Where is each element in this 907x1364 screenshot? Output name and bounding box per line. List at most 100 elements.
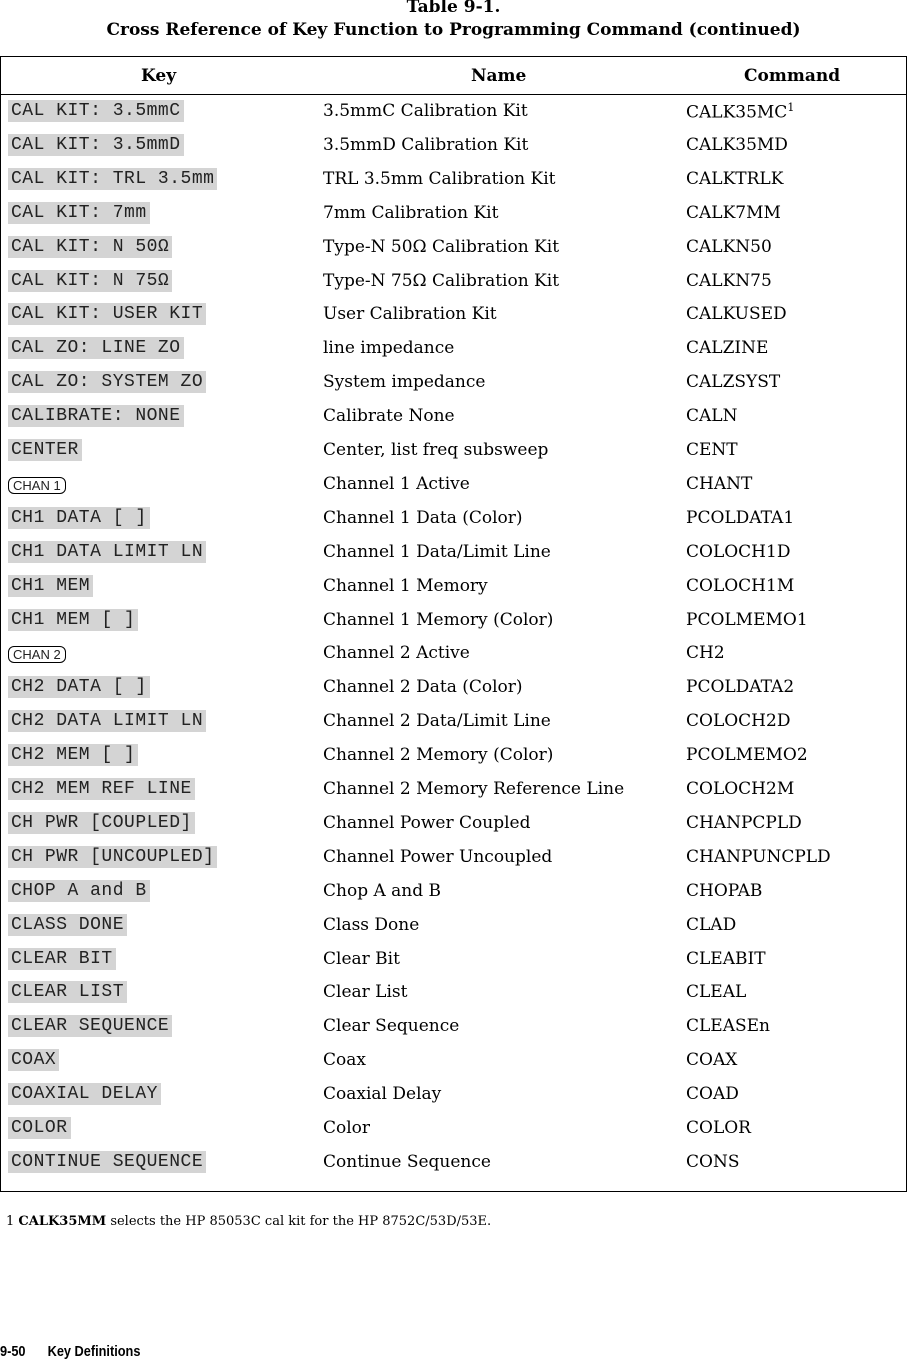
softkey: COLOR	[8, 1117, 71, 1139]
command-cell: CALK7MM	[686, 203, 781, 223]
function-name: Calibrate None	[323, 406, 455, 427]
command-cell: CALKN75	[686, 271, 772, 291]
command: CHANPCPLD	[686, 812, 802, 833]
softkey: CAL KIT: USER KIT	[8, 303, 207, 326]
command-cell: CALKN50	[686, 237, 772, 257]
command: COAX	[686, 1050, 738, 1071]
command-cell: CALN	[686, 406, 737, 426]
function-name: Coaxial Delay	[323, 1084, 442, 1105]
function-name: Channel 1 Data (Color)	[323, 507, 523, 528]
page-number: 9-50	[0, 1343, 26, 1360]
table-row: CH1 DATA LIMIT LN Channel 1 Data/Limit Li…	[1, 539, 906, 573]
command-cell: COLOCH2D	[686, 711, 790, 731]
function-name: 7mm Calibration Kit	[323, 202, 499, 223]
command: CALK35MD	[686, 134, 788, 155]
footnote-ref: 1	[787, 101, 795, 114]
command-cell: CENT	[686, 440, 738, 460]
command: COLOCH2M	[686, 779, 795, 799]
table-row: CALIBRATE: NONE Calibrate None CALN	[1, 403, 906, 437]
command: CALZINE	[686, 338, 769, 359]
softkey: CAL ZO: SYSTEM ZO	[8, 371, 207, 394]
command: CENT	[686, 440, 738, 460]
command-cell: CALKTRLK	[686, 169, 783, 189]
table-row: COAXIAL DELAY Coaxial Delay COAD	[1, 1081, 906, 1115]
function-name: Channel 2 Data/Limit Line	[323, 711, 551, 732]
softkey: CLEAR LIST	[8, 981, 128, 1004]
table-row: CH2 DATA LIMIT LN Channel 2 Data/Limit Li…	[1, 708, 906, 742]
function-name: Channel 2 Data (Color)	[323, 677, 523, 698]
command-cell: COLOCH1D	[686, 542, 790, 562]
table-row: CH2 MEM REF LINE Channel 2 Memory Referen…	[1, 776, 906, 810]
command: PCOLMEMO2	[686, 745, 808, 766]
function-name: 3.5mmD Calibration Kit	[323, 134, 529, 155]
function-name: Color	[323, 1118, 371, 1138]
command: CALKN50	[686, 236, 772, 257]
command-cell: CHANT	[686, 474, 752, 494]
function-name: Coax	[323, 1050, 366, 1071]
function-name: Channel 2 Memory (Color)	[323, 745, 554, 766]
command: PCOLDATA2	[686, 677, 795, 698]
command: CLEAL	[686, 982, 747, 1003]
softkey: CH1 DATA [ ]	[8, 506, 150, 529]
command: CHANT	[686, 473, 753, 494]
function-name: Clear List	[323, 982, 408, 1003]
table-row: CHOP A and B Chop A and B CHOPAB	[1, 878, 906, 912]
command: CONS	[686, 1151, 740, 1172]
table-row: CAL KIT: 7mm 7mm Calibration Kit CALK7MM	[1, 200, 906, 234]
table-row: CH PWR [COUPLED] Channel Power Coupled CHA…	[1, 810, 906, 844]
softkey: CAL KIT: N 50Ω	[8, 235, 173, 258]
command: PCOLDATA1	[686, 507, 795, 528]
softkey: CH2 MEM [ ]	[8, 744, 139, 767]
softkey: CAL KIT: N 75Ω	[8, 269, 173, 292]
table-row: CAL KIT: 3.5mmD 3.5mmD Calibration Kit CAL…	[1, 132, 906, 166]
table-row: CAL KIT: N 75Ω Type-N 75Ω Calibration Kit…	[1, 268, 906, 302]
softkey: CH1 MEM	[8, 574, 94, 597]
function-name: Continue Sequence	[323, 1151, 491, 1172]
command: CH2	[686, 643, 725, 664]
softkey: CAL KIT: 3.5mmD	[8, 133, 184, 156]
softkey: CAL KIT: TRL 3.5mm	[8, 167, 218, 190]
softkey: CALIBRATE: NONE	[8, 405, 184, 428]
command-cell: CALZSYST	[686, 372, 780, 392]
command: COLOCH1D	[686, 541, 791, 562]
command-cell: CLEABIT	[686, 949, 766, 969]
command-cell: CHOPAB	[686, 881, 762, 901]
softkey: CH1 DATA LIMIT LN	[8, 540, 207, 563]
function-name: line impedance	[323, 338, 455, 359]
hardkey: CHAN 1	[8, 476, 66, 494]
function-name: Channel 1 Data/Limit Line	[323, 541, 551, 562]
command-cell: CLEASEn	[686, 1016, 770, 1036]
softkey: CH2 DATA [ ]	[8, 676, 150, 699]
softkey: CLASS DONE	[8, 913, 128, 936]
table-row: CAL ZO: SYSTEM ZO System impedance CALZSYS…	[1, 369, 906, 403]
table-caption: Cross Reference of Key Function to Progr…	[106, 20, 801, 40]
function-name: User Calibration Kit	[323, 304, 497, 325]
table-row: CLEAR BIT Clear Bit CLEABIT	[1, 946, 906, 980]
table-row: CAL KIT: USER KIT User Calibration Kit CAL…	[1, 301, 906, 335]
softkey: COAXIAL DELAY	[8, 1083, 161, 1106]
command-cell: CH2	[686, 643, 725, 663]
table-row: CONTINUE SEQUENCE Continue Sequence CONS	[1, 1149, 906, 1183]
command: CALK7MM	[686, 202, 781, 223]
table-row: CHAN 2 Channel 2 Active CH2	[1, 640, 906, 674]
table-row: CAL KIT: 3.5mmC 3.5mmC Calibration Kit CAL…	[1, 98, 906, 132]
command: CLAD	[686, 914, 737, 935]
command-cell: CONS	[686, 1152, 739, 1172]
softkey: CAL KIT: 3.5mmC	[8, 100, 184, 122]
table-row: CH1 DATA [ ] Channel 1 Data (Color) PCOLDA…	[1, 505, 906, 539]
table-row: CH2 MEM [ ] Channel 2 Memory (Color) PCOLM…	[1, 742, 906, 776]
command-cell: CHANPUNCPLD	[686, 847, 831, 867]
command: COLOR	[686, 1118, 751, 1138]
command: CALK35MC	[686, 102, 788, 123]
footnote-number: 1	[6, 1214, 15, 1229]
table-row: CH1 MEM [ ] Channel 1 Memory (Color) PCOLM…	[1, 607, 906, 641]
function-name: TRL 3.5mm Calibration Kit	[323, 168, 556, 189]
softkey: CENTER	[8, 439, 82, 461]
command-cell: COLOCH1M	[686, 576, 794, 596]
command: CALKTRLK	[686, 168, 784, 189]
command-cell: PCOLMEMO1	[686, 610, 808, 630]
function-name: Clear Sequence	[323, 1016, 460, 1037]
command-cell: CALK35MD	[686, 135, 788, 155]
table-number: Table 9-1.	[406, 0, 501, 17]
footnote-text: selects the HP 85053C cal kit for the HP…	[110, 1214, 492, 1229]
